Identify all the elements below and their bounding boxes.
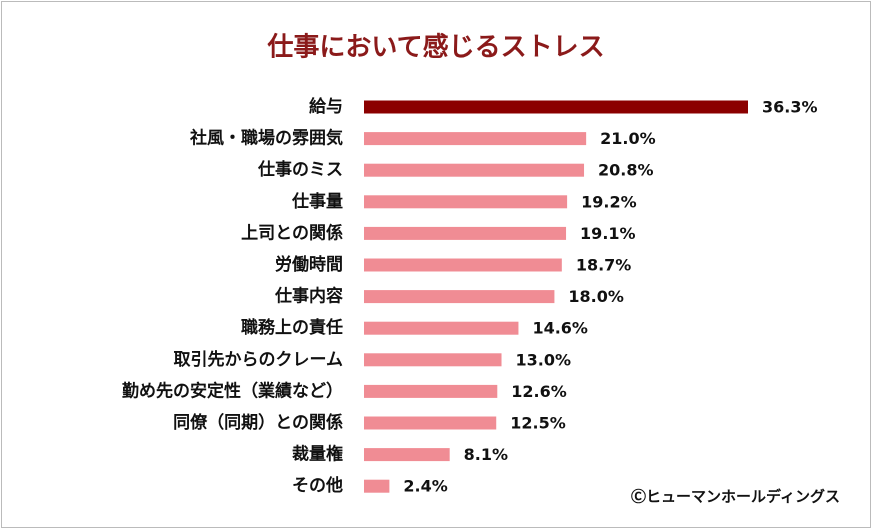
bar	[364, 163, 585, 177]
bar	[364, 132, 587, 146]
bar	[364, 226, 567, 240]
value-label: 18.0%	[568, 287, 624, 306]
category-label: 裁量権	[292, 444, 343, 465]
value-label: 18.7%	[576, 256, 632, 275]
category-label: 勤め先の安定性（業績など）	[122, 380, 343, 401]
bar	[364, 195, 568, 209]
category-label: 職務上の責任	[241, 317, 343, 338]
value-label: 2.4%	[403, 477, 447, 496]
bar	[364, 448, 450, 462]
category-label: 仕事のミス	[257, 159, 343, 180]
value-label: 12.6%	[511, 382, 567, 401]
bar	[364, 353, 502, 367]
value-label: 14.6%	[532, 319, 588, 338]
value-label: 19.2%	[581, 192, 637, 211]
bar	[364, 416, 497, 430]
bar	[364, 290, 555, 304]
bar	[364, 384, 498, 398]
bar	[364, 258, 562, 272]
bar	[364, 321, 519, 335]
value-label: 36.3%	[762, 98, 818, 117]
value-label: 21.0%	[600, 129, 656, 148]
category-label: 仕事内容	[274, 286, 343, 307]
category-label: その他	[292, 475, 343, 496]
category-label: 社風・職場の雰囲気	[189, 128, 343, 149]
category-label: 給与	[309, 96, 343, 117]
value-label: 20.8%	[598, 161, 654, 180]
value-label: 13.0%	[516, 350, 572, 369]
bar	[364, 479, 390, 493]
value-label: 12.5%	[510, 414, 566, 433]
category-label: 同僚（同期）との関係	[173, 412, 343, 433]
chart-title: 仕事において感じるストレス	[266, 33, 604, 63]
category-label: 仕事量	[291, 191, 343, 212]
category-label: 上司との関係	[241, 222, 343, 243]
category-label: 労働時間	[275, 254, 343, 275]
bar	[364, 100, 748, 114]
value-label: 8.1%	[464, 445, 508, 464]
value-label: 19.1%	[580, 224, 636, 243]
copyright-note: Ⓒヒューマンホールディングス	[631, 488, 840, 506]
category-label: 取引先からのクレーム	[174, 349, 344, 370]
